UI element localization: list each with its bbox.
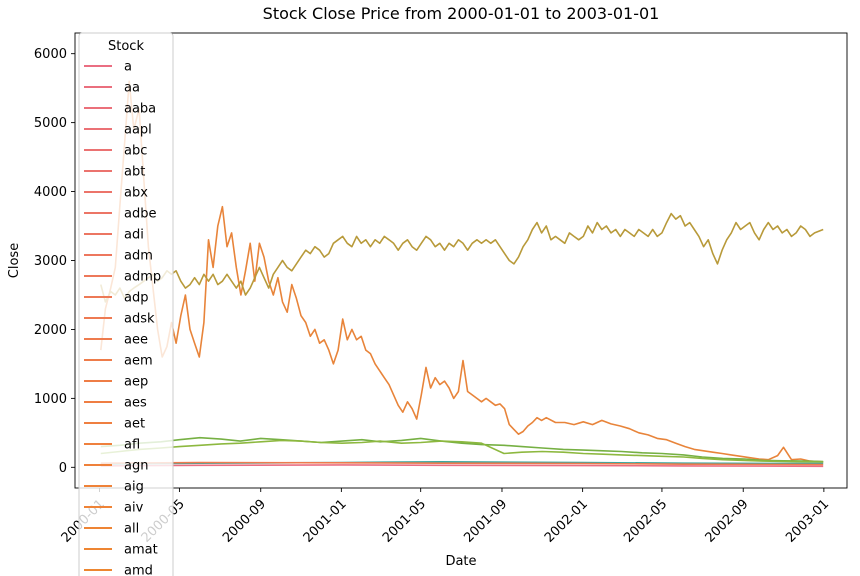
- series-group: [101, 81, 823, 466]
- y-tick-label-6000: 6000: [34, 47, 67, 62]
- legend-title: Stock: [108, 39, 144, 54]
- x-tick-label-2002-05: 2002-05: [621, 497, 670, 546]
- legend-entry-adi: adi: [124, 228, 144, 243]
- x-tick-label-2001-01: 2001-01: [301, 497, 350, 546]
- legend-entry-aiv: aiv: [124, 501, 144, 516]
- legend-entry-abt: abt: [124, 165, 145, 180]
- line-chart: Stock Close Price from 2000-01-01 to 200…: [0, 0, 860, 576]
- x-tick-label-2002-09: 2002-09: [703, 497, 752, 546]
- legend-entry-abx: abx: [124, 186, 148, 201]
- series-line-1: [101, 214, 823, 302]
- x-tick-label-2003-01: 2003-01: [783, 497, 832, 546]
- legend-entry-admp: admp: [124, 270, 161, 285]
- y-tick-label-1000: 1000: [34, 392, 67, 407]
- x-tick-label-2001-09: 2001-09: [461, 497, 510, 546]
- legend-entry-aig: aig: [124, 480, 144, 495]
- legend-entry-adp: adp: [124, 291, 148, 306]
- x-tick-label-2001-05: 2001-05: [380, 497, 429, 546]
- legend-entry-aaba: aaba: [124, 102, 156, 117]
- legend-entry-afl: afl: [124, 438, 140, 453]
- legend-entry-agn: agn: [124, 459, 148, 474]
- chart-title: Stock Close Price from 2000-01-01 to 200…: [263, 4, 660, 23]
- legend-entry-aapl: aapl: [124, 123, 152, 138]
- legend-entry-adsk: adsk: [124, 312, 155, 327]
- y-axis-label: Close: [7, 243, 22, 278]
- legend-entry-amd: amd: [124, 564, 153, 576]
- y-tick-label-5000: 5000: [34, 116, 67, 131]
- legend-entry-aem: aem: [124, 354, 153, 369]
- legend-entry-aep: aep: [124, 375, 148, 390]
- legend-entry-all: all: [124, 522, 139, 537]
- legend: Stockaaaaabaaaplabcabtabxadbeadiadmadmpa…: [79, 33, 173, 576]
- y-tick-label-0: 0: [59, 461, 67, 476]
- series-line-0: [101, 81, 823, 462]
- legend-entry-aee: aee: [124, 333, 148, 348]
- legend-entry-aet: aet: [124, 417, 145, 432]
- plot-frame: [75, 33, 847, 488]
- series-line-5: [101, 465, 823, 466]
- y-tick-label-4000: 4000: [34, 185, 67, 200]
- y-tick-label-2000: 2000: [34, 323, 67, 338]
- legend-entry-amat: amat: [124, 543, 158, 558]
- legend-entry-aa: aa: [124, 81, 140, 96]
- y-tick-label-3000: 3000: [34, 254, 67, 269]
- legend-entry-adm: adm: [124, 249, 153, 264]
- x-axis-label: Date: [445, 554, 476, 569]
- legend-entry-a: a: [124, 60, 132, 75]
- legend-entry-aes: aes: [124, 396, 147, 411]
- x-tick-label-2000-09: 2000-09: [220, 497, 269, 546]
- legend-entry-adbe: adbe: [124, 207, 156, 222]
- x-tick-label-2002-01: 2002-01: [542, 497, 591, 546]
- legend-entry-abc: abc: [124, 144, 147, 159]
